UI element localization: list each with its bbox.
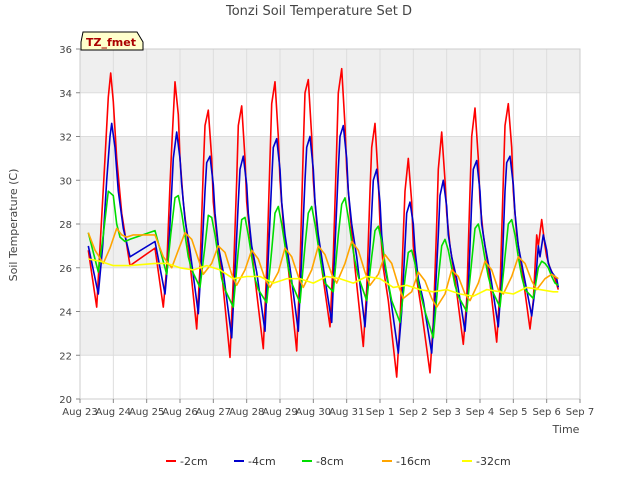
x-tick-label: Aug 29 (262, 407, 297, 418)
x-tick-label: Aug 25 (129, 407, 164, 418)
x-tick-label: Aug 30 (296, 407, 331, 418)
x-tick-label: Aug 24 (96, 407, 131, 418)
site-tag: TZ_fmet (80, 31, 144, 51)
x-tick-label: Sep 4 (466, 407, 494, 418)
x-tick-label: Aug 27 (196, 407, 231, 418)
site-tag-label: TZ_fmet (86, 36, 136, 49)
legend-label: -32cm (476, 455, 511, 468)
series-line-minus-16cm (87, 227, 559, 308)
y-tick-label: 36 (59, 45, 72, 56)
chart-title: Tonzi Soil Temperature Set D (225, 4, 412, 19)
series-line-minus-4cm (87, 122, 560, 354)
y-tick-label: 26 (59, 264, 72, 275)
legend-label: -2cm (180, 455, 208, 468)
legend-label: -16cm (396, 455, 431, 468)
x-tick-label: Sep 6 (532, 407, 560, 418)
y-tick-label: 32 (59, 133, 72, 144)
legend: -2cm -4cm -8cm -16cm -32cm (166, 455, 511, 468)
x-tick-label: Aug 31 (329, 407, 364, 418)
y-axis-label: Soil Temperature (C) (7, 169, 20, 282)
x-tick-label: Sep 5 (499, 407, 527, 418)
series-line-minus-8cm (87, 190, 559, 339)
grid-band (80, 49, 580, 93)
y-tick-label: 34 (59, 89, 72, 100)
grid-band (80, 136, 580, 181)
x-tick-label: Sep 7 (566, 407, 594, 418)
x-tick-label: Sep 1 (366, 407, 394, 418)
x-tick-label: Sep 2 (399, 407, 427, 418)
y-axis-ticks: 20 22 24 26 28 30 32 34 36 (59, 45, 80, 406)
y-tick-label: 22 (59, 351, 72, 362)
legend-label: -4cm (248, 455, 276, 468)
site-tag-box (80, 31, 144, 51)
x-tick-label: Sep 3 (432, 407, 460, 418)
x-tick-label: Aug 28 (229, 407, 264, 418)
y-tick-label: 28 (59, 220, 72, 231)
y-tick-label: 30 (59, 176, 72, 187)
x-axis-label: Time (552, 423, 580, 436)
y-tick-label: 20 (59, 395, 72, 406)
legend-label: -8cm (316, 455, 344, 468)
y-tick-label: 24 (59, 308, 72, 319)
series-layer (87, 67, 560, 378)
x-tick-label: Aug 26 (162, 407, 197, 418)
series-line-minus-32cm (88, 258, 559, 298)
x-tick-label: Aug 23 (62, 407, 97, 418)
